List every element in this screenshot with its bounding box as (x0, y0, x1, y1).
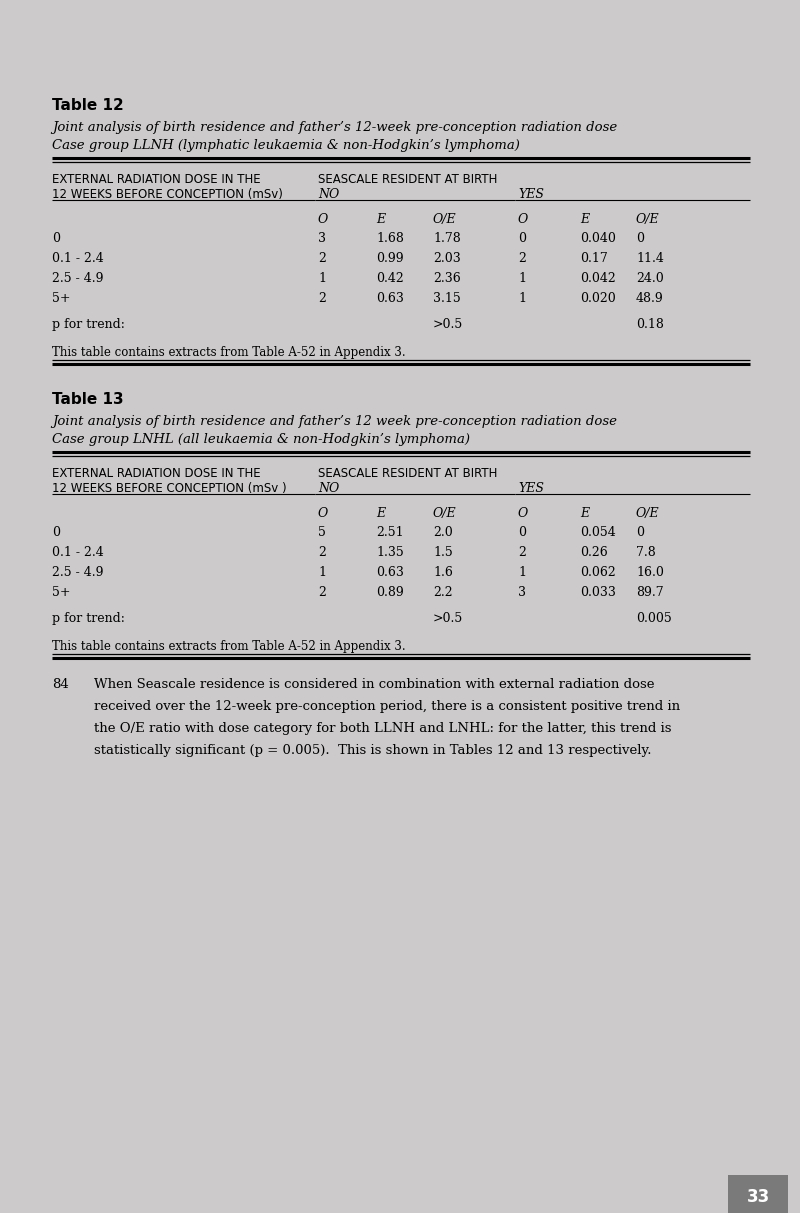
Text: 1: 1 (518, 566, 526, 579)
Text: O: O (518, 507, 528, 520)
Text: EXTERNAL RADIATION DOSE IN THE: EXTERNAL RADIATION DOSE IN THE (52, 467, 261, 480)
Text: 1.5: 1.5 (433, 546, 453, 559)
Text: 5+: 5+ (52, 586, 70, 599)
Text: 0: 0 (636, 526, 644, 539)
Text: Case group LLNH (lymphatic leukaemia & non-Hodgkin’s lymphoma): Case group LLNH (lymphatic leukaemia & n… (52, 139, 520, 152)
Text: O/E: O/E (433, 213, 457, 226)
Text: 2: 2 (318, 546, 326, 559)
Text: 0.1 - 2.4: 0.1 - 2.4 (52, 546, 104, 559)
Text: >0.5: >0.5 (433, 318, 463, 331)
Text: 84: 84 (52, 678, 69, 691)
Text: E: E (580, 507, 589, 520)
Text: 0.63: 0.63 (376, 292, 404, 304)
Text: 2: 2 (318, 252, 326, 264)
Text: Joint analysis of birth residence and father’s 12-week pre-conception radiation : Joint analysis of birth residence and fa… (52, 121, 618, 133)
Text: YES: YES (518, 482, 544, 495)
Text: E: E (580, 213, 589, 226)
Text: 16.0: 16.0 (636, 566, 664, 579)
Text: Table 13: Table 13 (52, 392, 124, 408)
Text: Joint analysis of birth residence and father’s 12 week pre-conception radiation : Joint analysis of birth residence and fa… (52, 415, 617, 428)
Text: 0.033: 0.033 (580, 586, 616, 599)
Text: E: E (376, 507, 385, 520)
Text: 2.03: 2.03 (433, 252, 461, 264)
Text: 2.5 - 4.9: 2.5 - 4.9 (52, 566, 103, 579)
Text: 12 WEEKS BEFORE CONCEPTION (mSv ): 12 WEEKS BEFORE CONCEPTION (mSv ) (52, 482, 286, 495)
Text: >0.5: >0.5 (433, 613, 463, 625)
Text: E: E (376, 213, 385, 226)
Text: YES: YES (518, 188, 544, 201)
Text: 0: 0 (52, 232, 60, 245)
Text: 1: 1 (318, 566, 326, 579)
Text: 5+: 5+ (52, 292, 70, 304)
Text: SEASCALE RESIDENT AT BIRTH: SEASCALE RESIDENT AT BIRTH (318, 467, 498, 480)
Text: NO: NO (318, 482, 339, 495)
Text: 0.89: 0.89 (376, 586, 404, 599)
Text: 2.5 - 4.9: 2.5 - 4.9 (52, 272, 103, 285)
Text: 0.062: 0.062 (580, 566, 616, 579)
Text: 5: 5 (318, 526, 326, 539)
Text: 0.18: 0.18 (636, 318, 664, 331)
Text: 48.9: 48.9 (636, 292, 664, 304)
Text: 0.020: 0.020 (580, 292, 616, 304)
Text: 2.51: 2.51 (376, 526, 404, 539)
Text: NO: NO (318, 188, 339, 201)
Text: 0: 0 (518, 526, 526, 539)
Text: This table contains extracts from Table A-52 in Appendix 3.: This table contains extracts from Table … (52, 346, 406, 359)
Text: 0.26: 0.26 (580, 546, 608, 559)
Text: 12 WEEKS BEFORE CONCEPTION (mSv): 12 WEEKS BEFORE CONCEPTION (mSv) (52, 188, 283, 201)
Text: 1: 1 (518, 272, 526, 285)
Text: 1: 1 (518, 292, 526, 304)
Text: 3: 3 (318, 232, 326, 245)
Text: 0.054: 0.054 (580, 526, 616, 539)
Text: 24.0: 24.0 (636, 272, 664, 285)
Text: SEASCALE RESIDENT AT BIRTH: SEASCALE RESIDENT AT BIRTH (318, 173, 498, 186)
Text: This table contains extracts from Table A-52 in Appendix 3.: This table contains extracts from Table … (52, 640, 406, 653)
Text: 1.78: 1.78 (433, 232, 461, 245)
Text: 2: 2 (518, 252, 526, 264)
Text: 0.63: 0.63 (376, 566, 404, 579)
Text: 89.7: 89.7 (636, 586, 664, 599)
Text: 0.040: 0.040 (580, 232, 616, 245)
Text: 2: 2 (318, 586, 326, 599)
Text: p for trend:: p for trend: (52, 318, 125, 331)
Text: 1: 1 (318, 272, 326, 285)
Text: 0: 0 (518, 232, 526, 245)
Text: 2: 2 (518, 546, 526, 559)
Text: 1.6: 1.6 (433, 566, 453, 579)
Text: 0.99: 0.99 (376, 252, 404, 264)
Text: 0: 0 (636, 232, 644, 245)
Text: When Seascale residence is considered in combination with external radiation dos: When Seascale residence is considered in… (94, 678, 654, 691)
Text: O: O (318, 213, 328, 226)
Text: 0.1 - 2.4: 0.1 - 2.4 (52, 252, 104, 264)
Text: 2.0: 2.0 (433, 526, 453, 539)
Text: 7.8: 7.8 (636, 546, 656, 559)
FancyBboxPatch shape (728, 1175, 788, 1213)
Text: received over the 12-week pre-conception period, there is a consistent positive : received over the 12-week pre-conception… (94, 700, 680, 713)
Text: 1.35: 1.35 (376, 546, 404, 559)
Text: 0.042: 0.042 (580, 272, 616, 285)
Text: Case group LNHL (all leukaemia & non-Hodgkin’s lymphoma): Case group LNHL (all leukaemia & non-Hod… (52, 433, 470, 446)
Text: statistically significant (p = 0.005).  This is shown in Tables 12 and 13 respec: statistically significant (p = 0.005). T… (94, 744, 651, 757)
Text: 3.15: 3.15 (433, 292, 461, 304)
Text: 0.42: 0.42 (376, 272, 404, 285)
Text: 0.005: 0.005 (636, 613, 672, 625)
Text: EXTERNAL RADIATION DOSE IN THE: EXTERNAL RADIATION DOSE IN THE (52, 173, 261, 186)
Text: p for trend:: p for trend: (52, 613, 125, 625)
Text: the O/E ratio with dose category for both LLNH and LNHL: for the latter, this tr: the O/E ratio with dose category for bot… (94, 722, 671, 735)
Text: 33: 33 (746, 1188, 770, 1206)
Text: Table 12: Table 12 (52, 98, 124, 113)
Text: O/E: O/E (636, 213, 660, 226)
Text: 2.2: 2.2 (433, 586, 453, 599)
Text: 11.4: 11.4 (636, 252, 664, 264)
Text: 0.17: 0.17 (580, 252, 608, 264)
Text: O: O (518, 213, 528, 226)
Text: O/E: O/E (636, 507, 660, 520)
Text: O/E: O/E (433, 507, 457, 520)
Text: 0: 0 (52, 526, 60, 539)
Text: O: O (318, 507, 328, 520)
Text: 2: 2 (318, 292, 326, 304)
Text: 1.68: 1.68 (376, 232, 404, 245)
Text: 2.36: 2.36 (433, 272, 461, 285)
Text: 3: 3 (518, 586, 526, 599)
